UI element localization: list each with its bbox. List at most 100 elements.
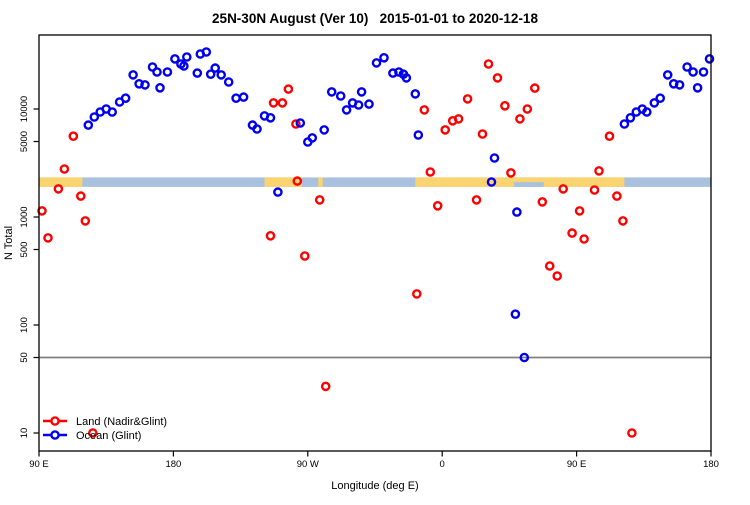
ocean-point: [89, 112, 100, 122]
ocean-point: [401, 73, 412, 83]
land-point: [500, 101, 510, 111]
land-point: [618, 216, 628, 226]
land-point: [277, 98, 288, 108]
x-tick-label: 180: [165, 459, 181, 470]
legend-item-land: Land (Nadir&Glint): [43, 416, 167, 428]
ocean-point: [625, 113, 636, 123]
y-tick-label: 100: [19, 317, 30, 333]
land-point: [530, 83, 540, 93]
land-point: [314, 195, 325, 205]
ocean-point: [704, 54, 715, 64]
ocean-point: [231, 93, 241, 103]
land-point: [579, 234, 589, 244]
land-point: [53, 184, 64, 194]
land-point: [627, 428, 637, 438]
x-tick-label: 0: [440, 459, 445, 470]
x-tick-label: 90 E: [29, 459, 49, 470]
land-point: [76, 191, 86, 201]
land-point: [320, 381, 331, 392]
land-point: [558, 184, 569, 194]
ocean-point: [223, 77, 234, 87]
land-point: [515, 114, 525, 124]
ocean-point: [83, 120, 94, 130]
land-point: [268, 98, 279, 108]
legend-item-ocean: Ocean (Glint): [43, 430, 141, 442]
land-point: [59, 164, 70, 174]
land-point: [492, 73, 503, 83]
ocean-point: [674, 80, 685, 90]
land-point: [552, 271, 563, 281]
ocean-point: [107, 107, 117, 117]
chart-title: 25N-30N August (Ver 10) 2015-01-01 to 20…: [212, 11, 538, 26]
land-point: [574, 206, 585, 216]
ocean-point: [356, 87, 367, 97]
land-point: [411, 289, 422, 299]
ocean-point: [152, 67, 162, 77]
ocean-point: [682, 62, 692, 72]
legend-ocean-label: Ocean (Glint): [76, 430, 141, 442]
plot-border: [38, 34, 712, 452]
ocean-point: [489, 153, 500, 163]
legend: Land (Nadir&Glint) Ocean (Glint): [43, 416, 167, 442]
ocean-point: [688, 67, 698, 77]
land-point: [432, 200, 443, 211]
land-point: [483, 59, 494, 69]
land-point: [291, 119, 301, 129]
ocean-point: [319, 125, 330, 135]
land-point: [265, 230, 276, 241]
ocean-point: [510, 309, 521, 320]
ocean-point: [692, 83, 703, 93]
y-tick-label: 50: [19, 352, 30, 363]
land-point: [477, 129, 488, 139]
ocean-point: [252, 124, 262, 134]
ocean-point: [205, 69, 216, 79]
ocean-point: [519, 352, 530, 363]
land-point: [419, 105, 430, 115]
ocean-point: [238, 92, 249, 102]
y-tick-label: 10: [19, 428, 30, 439]
ocean-point: [371, 58, 382, 68]
axis-ticks: 10 50 100 500 1000 5000 10000 90 E 180 90 W 0 90 E 1…: [19, 96, 719, 470]
land-point: [612, 191, 622, 201]
ocean-point: [120, 93, 131, 103]
ocean-point: [486, 177, 497, 187]
ocean-point: [210, 63, 220, 73]
ocean-point: [364, 99, 374, 109]
ocean-point: [698, 67, 709, 77]
ocean-point: [619, 119, 630, 129]
ocean-point: [201, 47, 212, 57]
data-points: [37, 47, 715, 438]
ocean-point: [335, 91, 346, 101]
land-point: [80, 216, 91, 226]
land-point: [594, 166, 604, 176]
y-axis-title: N Total: [3, 226, 15, 260]
ocean-point: [295, 118, 306, 128]
legend-land-label: Land (Nadir&Glint): [76, 416, 167, 428]
ocean-point: [379, 53, 389, 63]
ocean-point: [410, 89, 421, 99]
ocean-point: [181, 52, 192, 62]
y-tick-label: 1000: [19, 206, 30, 227]
ocean-point: [642, 107, 652, 117]
ocean-point: [170, 54, 180, 64]
ocean-point: [192, 68, 203, 78]
x-tick-label: 90 W: [297, 459, 319, 470]
ocean-point: [307, 133, 318, 143]
ocean-band-segment: [39, 177, 711, 187]
ocean-point: [179, 61, 189, 71]
legend-ocean-marker: [50, 430, 60, 440]
ocean-point: [655, 93, 666, 103]
land-point: [425, 167, 436, 177]
ocean-point: [353, 100, 364, 110]
land-point: [589, 185, 600, 195]
x-tick-label: 90 E: [567, 459, 587, 470]
ocean-point: [265, 113, 276, 123]
land-band-segment: [318, 177, 323, 187]
land-point: [537, 197, 548, 207]
ocean-point: [649, 98, 660, 108]
land-point: [544, 261, 555, 271]
land-point: [43, 233, 53, 243]
x-axis-title: Longitude (deg E): [331, 480, 418, 492]
